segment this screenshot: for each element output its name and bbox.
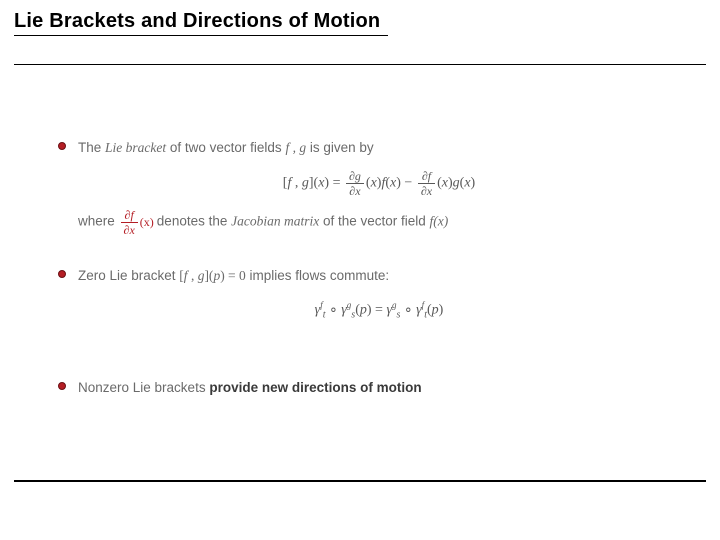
text: is given by <box>306 140 374 155</box>
jac-arg: (x) <box>140 215 154 229</box>
math: [f , g](p) = 0 <box>179 268 246 283</box>
eq-comma: , <box>291 176 302 191</box>
bullet-item-2: Zero Lie bracket [f , g](p) = 0 implies … <box>58 266 680 322</box>
den: ∂x <box>418 184 435 197</box>
math: f , g <box>285 140 306 155</box>
bullet-item-3: Nonzero Lie brackets provide new directi… <box>58 378 680 398</box>
where-post: of the vector field <box>319 214 429 229</box>
equation-lie-bracket: [f , g](x) = ∂g ∂x (x)f(x) − ∂f ∂x (x)g(… <box>78 170 680 197</box>
where-pre: where <box>78 214 119 229</box>
equation-flow-commute: γft ∘ γgs(p) = γgs ∘ γft(p) <box>78 299 680 322</box>
text: implies flows commute: <box>246 268 389 283</box>
bullet-icon <box>58 142 66 150</box>
math-fx: f(x) <box>430 214 449 229</box>
where-mid: denotes the <box>157 214 231 229</box>
term-lie-bracket: Lie bracket <box>105 140 166 155</box>
text: Nonzero Lie brackets <box>78 380 209 395</box>
den: ∂x <box>121 223 138 236</box>
bullet-icon <box>58 382 66 390</box>
bullet-item-1: The Lie bracket of two vector fields f ,… <box>58 138 680 236</box>
frac-dg-dx: ∂g ∂x <box>346 170 364 197</box>
jacobian-symbol: ∂f ∂x (x) <box>119 215 157 229</box>
eq-eq: ) = <box>324 176 344 191</box>
text: The <box>78 140 105 155</box>
slide-title: Lie Brackets and Directions of Motion <box>14 10 388 36</box>
title-underline <box>14 64 706 65</box>
term-jacobian: Jacobian matrix <box>231 214 319 229</box>
num: ∂g <box>346 170 364 184</box>
slide: Lie Brackets and Directions of Motion Th… <box>0 0 720 540</box>
num: ∂f <box>121 209 138 223</box>
footer-rule <box>14 480 706 482</box>
bullet-icon <box>58 270 66 278</box>
emphasis: provide new directions of motion <box>209 380 421 395</box>
eq-g: g <box>302 176 309 191</box>
text: Zero Lie bracket <box>78 268 179 283</box>
slide-body: The Lie bracket of two vector fields f ,… <box>58 138 680 412</box>
frac-jac: ∂f ∂x <box>121 209 138 236</box>
den: ∂x <box>346 184 364 197</box>
text: of two vector fields <box>166 140 285 155</box>
eq-rb: ]( <box>309 176 318 191</box>
num: ∂f <box>418 170 435 184</box>
frac-df-dx: ∂f ∂x <box>418 170 435 197</box>
